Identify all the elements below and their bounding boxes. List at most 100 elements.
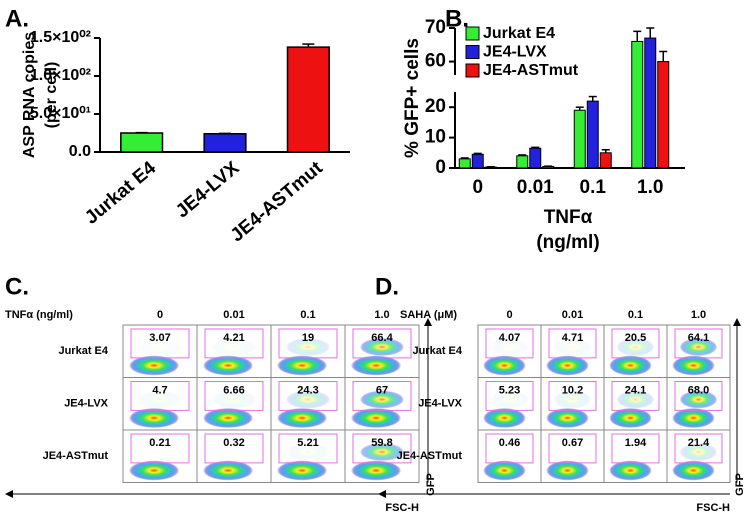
column-label: 0.01 — [223, 309, 244, 321]
bar — [286, 46, 330, 153]
bar — [458, 158, 471, 169]
gate-value: 4.7 — [152, 384, 167, 396]
gfp-population — [553, 390, 592, 409]
y-tick-label: 1.5×10⁰² — [30, 29, 91, 46]
y-axis-label: % GFP+ cells — [402, 38, 423, 158]
y-tick-label: 70 — [425, 17, 446, 38]
column-label: 0 — [506, 309, 512, 321]
panel-label: C. — [5, 273, 29, 300]
bar — [120, 132, 164, 153]
bar — [657, 61, 670, 169]
panel-label: B. — [445, 5, 469, 32]
population — [483, 460, 526, 481]
legend-swatch — [465, 26, 480, 41]
gate-value: 10.2 — [562, 384, 583, 396]
gate-value: 67 — [376, 384, 388, 396]
gate-value: 0.21 — [149, 437, 170, 449]
gate-value: 64.1 — [688, 332, 709, 344]
gate-value: 3.07 — [149, 332, 170, 344]
x-tick-label: 0.1 — [580, 177, 607, 198]
population — [672, 355, 715, 376]
legend-swatch — [465, 63, 480, 78]
row-label: Jurkat E4 — [58, 345, 108, 357]
legend-label: JE4-LVX — [483, 44, 547, 61]
gate — [485, 381, 534, 411]
y-tick-label: 1.0×10⁰² — [30, 67, 91, 84]
gfp-population — [679, 443, 718, 461]
population — [546, 460, 589, 481]
gate — [130, 433, 190, 464]
gfp-population — [211, 390, 257, 409]
gate — [674, 381, 723, 411]
gfp-population — [490, 390, 529, 409]
bar — [644, 37, 657, 169]
gate — [278, 381, 338, 411]
bar — [573, 109, 586, 169]
gate — [485, 433, 534, 464]
y-axis-label: GFP — [734, 473, 745, 496]
legend-label: JE4-ASTmut — [483, 62, 579, 79]
column-label: 1.0 — [374, 309, 389, 321]
column-header: SAHA (μM) — [400, 309, 457, 321]
y-tick-label: 0.0 — [69, 143, 91, 160]
gfp-population — [679, 390, 718, 409]
gate — [204, 381, 264, 411]
gfp-population — [490, 338, 529, 356]
gate-value: 68.0 — [688, 384, 709, 396]
gfp-population — [616, 338, 655, 356]
population — [202, 408, 254, 428]
population — [128, 355, 180, 376]
gate — [130, 328, 190, 359]
population — [546, 408, 589, 428]
population — [350, 355, 402, 376]
gfp-population — [211, 338, 257, 356]
population — [672, 408, 715, 428]
column-label: 0.1 — [628, 309, 643, 321]
gate-value: 4.71 — [562, 332, 583, 344]
panel-label: A. — [5, 5, 29, 32]
gate-value: 5.23 — [499, 384, 520, 396]
x-tick-label: 0 — [472, 177, 483, 198]
gate-value: 0.67 — [562, 437, 583, 449]
population — [202, 355, 254, 376]
x-tick-label: 1.0 — [637, 177, 663, 198]
x-axis-label: FSC-H — [385, 502, 419, 514]
gfp-population — [137, 390, 183, 409]
x-axis-label: (ng/ml) — [536, 232, 599, 253]
gfp-population — [616, 390, 655, 409]
gfp-population — [359, 443, 405, 461]
row-label: JE4-LVX — [418, 398, 462, 410]
column-label: 1.0 — [691, 309, 706, 321]
x-axis-label: FSC-H — [696, 502, 730, 514]
gate — [130, 381, 190, 411]
population — [276, 355, 328, 376]
row-label: JE4-ASTmut — [397, 450, 463, 462]
gate — [548, 328, 597, 359]
population — [128, 408, 180, 428]
gate — [548, 433, 597, 464]
gate-value: 5.21 — [297, 437, 318, 449]
gate — [548, 381, 597, 411]
population — [350, 408, 402, 428]
population — [483, 408, 526, 428]
population — [128, 460, 180, 481]
y-axis-label: (per cell) — [43, 62, 60, 129]
gate — [352, 328, 412, 359]
gate — [278, 328, 338, 359]
population — [609, 408, 652, 428]
bar — [586, 100, 599, 169]
y-axis-label: GFP — [425, 473, 437, 496]
population — [546, 355, 589, 376]
gate — [352, 381, 412, 411]
bar — [516, 155, 529, 169]
y-tick-label: 10 — [425, 127, 446, 148]
gate — [485, 328, 534, 359]
gfp-population — [359, 338, 405, 356]
y-tick-label: 60 — [425, 51, 446, 72]
legend-swatch — [465, 45, 480, 59]
gate-value: 66.4 — [371, 332, 393, 344]
population — [483, 355, 526, 376]
bar — [599, 152, 612, 169]
bar — [529, 147, 542, 169]
